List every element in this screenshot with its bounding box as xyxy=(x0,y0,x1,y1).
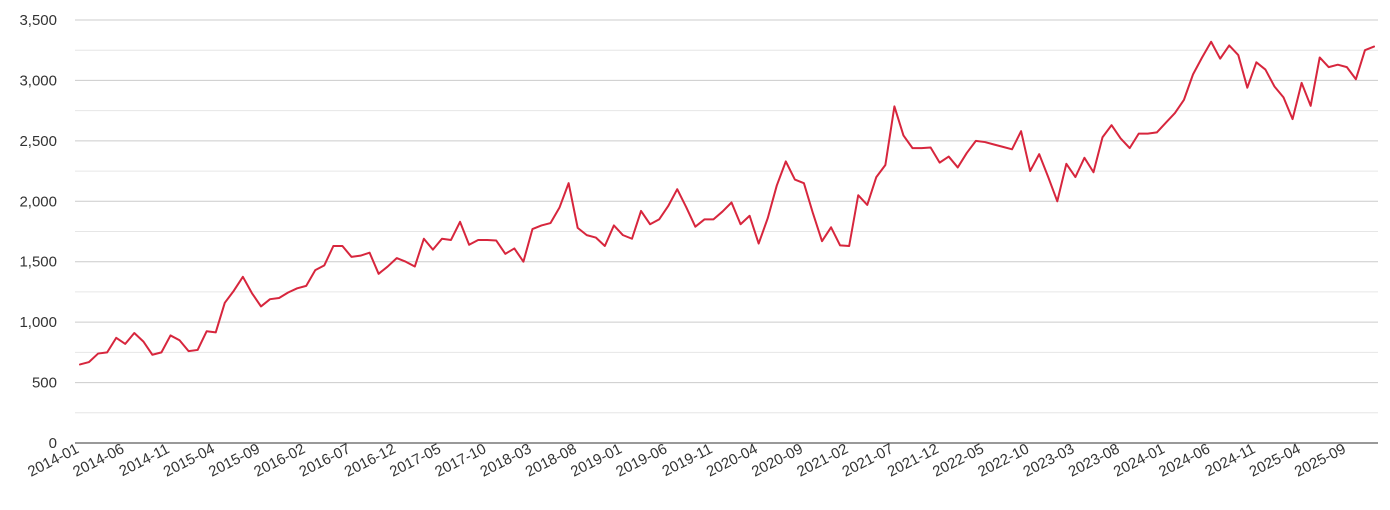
x-tick-label: 2019-01 xyxy=(568,440,625,480)
x-tick-label: 2016-12 xyxy=(342,440,399,480)
x-tick-label: 2024-01 xyxy=(1111,440,1168,480)
x-tick-label: 2014-11 xyxy=(117,440,173,480)
y-tick-label: 3,000 xyxy=(19,72,57,89)
x-tick-label: 2016-07 xyxy=(297,440,354,480)
x-tick-label: 2019-11 xyxy=(659,440,715,480)
x-tick-label: 2021-07 xyxy=(839,440,896,480)
x-tick-label: 2020-09 xyxy=(749,440,806,480)
x-tick-label: 2016-02 xyxy=(251,440,308,480)
series xyxy=(79,40,1375,366)
x-tick-label: 2023-08 xyxy=(1066,440,1123,480)
x-tick-label: 2017-10 xyxy=(432,440,489,480)
x-tick-label: 2024-06 xyxy=(1156,440,1213,480)
x-tick-label: 2018-08 xyxy=(523,440,580,480)
y-tick-label: 3,500 xyxy=(19,12,57,29)
x-tick-label: 2017-05 xyxy=(387,440,444,480)
x-tick-label: 2021-02 xyxy=(794,440,851,480)
x-axis: 2014-012014-062014-112015-042015-092016-… xyxy=(25,440,1349,480)
y-axis: 0 500 1,000 1,500 2,000 2,500 3,000 3,500 xyxy=(19,12,57,452)
y-tick-label: 2,000 xyxy=(19,193,57,210)
y-tick-label: 1,500 xyxy=(19,254,57,271)
x-tick-label: 2019-06 xyxy=(613,440,670,480)
x-tick-label: 2025-09 xyxy=(1292,440,1349,480)
x-tick-label: 2025-04 xyxy=(1247,440,1304,480)
y-tick-label: 1,000 xyxy=(19,314,57,331)
x-tick-label: 2015-09 xyxy=(206,440,263,480)
x-tick-label: 2015-04 xyxy=(161,440,218,480)
x-tick-label: 2022-05 xyxy=(930,440,987,480)
series-line xyxy=(79,40,1375,366)
y-tick-label: 0 xyxy=(49,435,57,452)
x-tick-label: 2018-03 xyxy=(477,440,534,480)
x-tick-label: 2014-06 xyxy=(70,440,127,480)
x-tick-label: 2023-03 xyxy=(1020,440,1077,480)
x-tick-label: 2024-11 xyxy=(1202,440,1258,480)
x-tick-label: 2022-10 xyxy=(975,440,1032,480)
x-tick-label: 2020-04 xyxy=(704,440,761,480)
y-tick-label: 2,500 xyxy=(19,133,57,150)
x-tick-label: 2021-12 xyxy=(885,440,942,480)
y-tick-label: 500 xyxy=(32,375,57,392)
gridlines xyxy=(75,19,1378,414)
